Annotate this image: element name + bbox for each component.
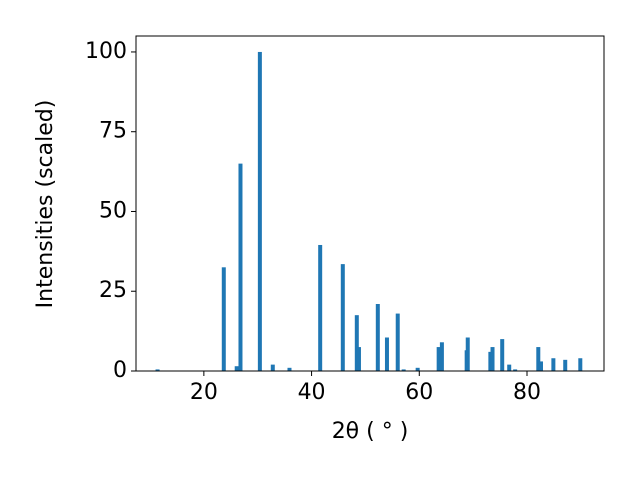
bar [401,369,406,371]
bar [490,347,495,371]
bar [340,264,345,371]
bar [536,347,541,371]
bar [356,347,361,371]
y-axis-label: Intensities (scaled) [33,100,58,309]
bar [465,337,470,371]
bar [578,358,583,371]
bar [270,364,275,371]
bar [155,369,160,371]
y-tick-label: 50 [99,198,127,223]
bar [354,315,359,371]
x-tick-label: 80 [513,380,541,405]
x-axis-label: 2θ ( ° ) [332,419,409,444]
bar [563,359,568,371]
bar [538,361,543,371]
bar [287,367,292,371]
bar [238,163,243,371]
y-tick-label: 100 [85,39,127,64]
bar [395,313,400,371]
x-tick-label: 40 [298,380,326,405]
bar [221,267,226,371]
bar [513,369,518,371]
x-tick-label: 20 [190,380,218,405]
x-tick-label: 60 [405,380,433,405]
y-tick-label: 75 [99,119,127,144]
bar [488,351,493,371]
bar [257,51,262,371]
bar [551,358,556,371]
y-tick-label: 0 [113,358,127,383]
bar [415,367,420,371]
bar [384,337,389,371]
bar [439,342,444,371]
bar [507,364,512,371]
plot-frame [135,35,605,372]
y-tick-label: 25 [99,278,127,303]
bar [436,347,441,371]
bar [234,366,239,371]
bar [375,304,380,371]
bar [318,244,323,371]
bar [500,339,505,371]
